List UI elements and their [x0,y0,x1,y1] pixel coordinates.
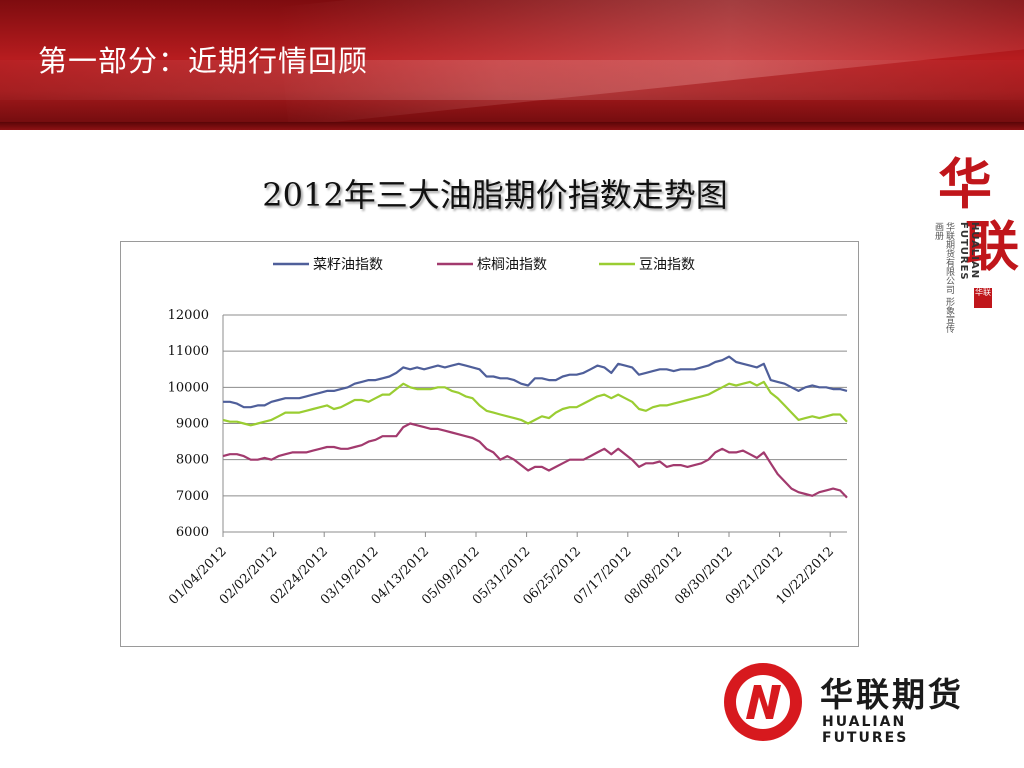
brand-vertical-logo: 华 联 HUALIAN FUTURES 华联期货有限公司 形象宣传画册 华联 [920,140,1020,340]
brand-char-2: 联 [965,214,1019,278]
y-tick-label: 8000 [176,453,209,468]
banner-highlight-2 [0,60,1024,100]
y-tick-label: 12000 [168,308,209,323]
brand-chinese-vertical: 华联期货有限公司 形象宣传画册 [933,222,954,333]
line-chart: 600070008000900010000110001200001/04/201… [166,257,848,608]
series-line-2 [222,422,848,499]
brand-char-1: 华 [938,152,992,216]
brand-english-vertical: HUALIAN FUTURES [958,222,980,281]
logo-chinese-name: 华联期货 [820,675,964,714]
y-tick-label: 9000 [176,417,209,432]
logo-english-name: HUALIAN FUTURES [822,714,909,746]
legend-label: 菜籽油指数 [313,257,383,273]
logo-emblem-icon [724,663,802,741]
series-line-3 [222,380,848,427]
y-tick-label: 11000 [168,344,209,359]
legend-label: 豆油指数 [639,257,695,273]
banner-divider [0,122,1024,130]
header-banner: 第一部分：近期行情回顾 [0,0,1024,130]
y-tick-label: 10000 [168,380,209,395]
legend-label: 棕榈油指数 [477,257,547,273]
y-tick-label: 6000 [176,525,209,540]
company-logo: 华联期货 HUALIAN FUTURES [724,660,994,746]
series-line-1 [223,355,848,409]
section-title: 第一部分：近期行情回顾 [38,44,369,78]
brand-seal: 华联 [974,288,992,308]
y-tick-label: 7000 [176,489,209,504]
chart-frame: 6000 7000 8000 9000 10000 11000 12000 01/04/201… [120,241,859,647]
chart-title: 2012年三大油脂期价指数走势图 [262,176,728,214]
